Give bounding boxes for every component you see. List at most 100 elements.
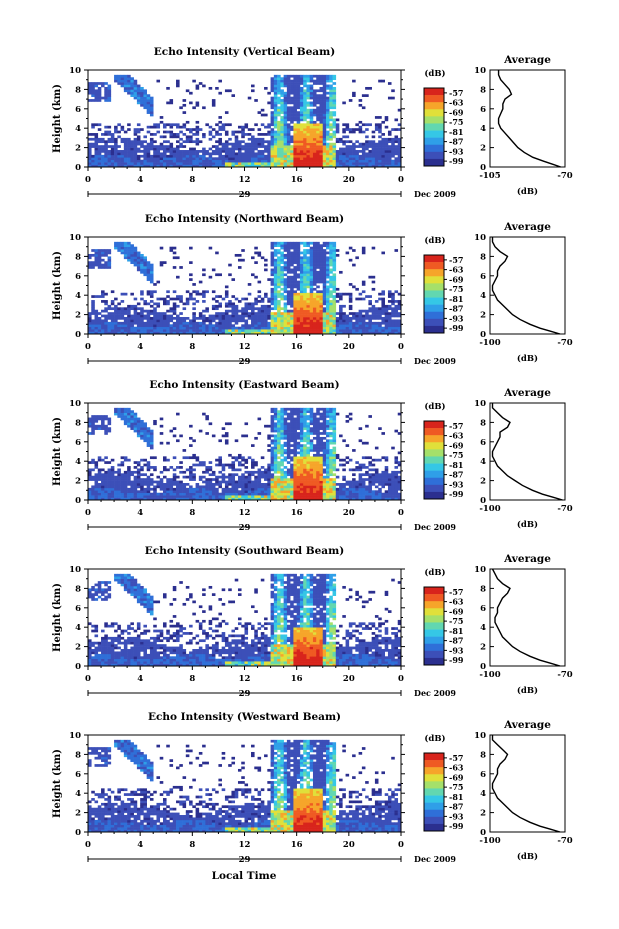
heatmap-cell [244, 125, 249, 129]
heatmap-cell [247, 157, 252, 161]
heatmap-cell [270, 258, 275, 262]
heatmap-cell [127, 86, 131, 90]
heatmap-cell [254, 261, 258, 264]
heatmap-cell [270, 164, 275, 168]
heatmap-cell [273, 280, 278, 284]
heatmap-cell [335, 152, 340, 156]
heatmap-cell [316, 314, 320, 318]
heatmap-cell [162, 329, 167, 332]
heatmap-cell [299, 101, 304, 105]
heatmap-cell [257, 162, 262, 165]
heatmap-cell [316, 142, 320, 146]
heatmap-cell [172, 329, 177, 332]
heatmap-cell [290, 268, 294, 272]
heatmap-cell [257, 137, 262, 141]
heatmap-cell [280, 432, 284, 435]
heatmap-cell [316, 300, 320, 303]
heatmap-cell [120, 77, 125, 80]
heatmap-cell [133, 91, 138, 95]
heatmap-cell [91, 154, 95, 158]
heatmap-cell [303, 283, 307, 286]
heatmap-cell [329, 270, 333, 274]
heatmap-cell [211, 297, 216, 301]
heatmap-cell [319, 280, 324, 284]
heatmap-cell [299, 268, 304, 272]
heatmap-cell [123, 140, 128, 144]
heatmap-cell [283, 128, 288, 131]
heatmap-cell [277, 108, 281, 112]
heatmap-cell [143, 329, 147, 332]
heatmap-cell [120, 463, 125, 467]
heatmap-cell [290, 91, 294, 95]
heatmap-cell [283, 249, 288, 252]
heatmap-cell [237, 329, 242, 332]
heatmap-cell [94, 263, 99, 267]
heatmap-cell [277, 111, 281, 114]
heatmap-cell [260, 297, 265, 301]
heatmap-cell [319, 150, 324, 153]
heatmap-cell [176, 154, 180, 158]
heatmap-cell [153, 497, 157, 501]
heatmap-cell [251, 273, 255, 277]
heatmap-cell [159, 162, 164, 165]
heatmap-cell [218, 461, 222, 464]
heatmap-cell [104, 329, 108, 332]
heatmap-cell [296, 154, 301, 158]
heatmap-cell [140, 324, 144, 328]
heatmap-cell [381, 147, 385, 151]
heatmap-cell [309, 290, 314, 294]
heatmap-cell [273, 475, 278, 479]
heatmap-cell [277, 101, 281, 105]
heatmap-cell [273, 429, 278, 433]
heatmap-cell [309, 331, 314, 335]
heatmap-cell [326, 297, 330, 301]
heatmap-cell [361, 159, 366, 163]
heatmap-cell [237, 317, 242, 320]
heatmap-cell [247, 326, 252, 330]
heatmap-cell [257, 309, 262, 313]
heatmap-cell [140, 154, 144, 158]
heatmap-cell [270, 113, 275, 117]
heatmap-cell [211, 319, 216, 323]
heatmap-cell [293, 147, 297, 151]
heatmap-cell [312, 263, 317, 267]
heatmap-cell [368, 326, 372, 330]
heatmap-cell [146, 263, 151, 267]
heatmap-cell [231, 278, 236, 281]
heatmap-cell [107, 326, 112, 330]
heatmap-cell [237, 331, 242, 335]
heatmap-cell [88, 145, 92, 148]
heatmap-cell [322, 297, 327, 301]
heatmap-cell [218, 142, 222, 146]
heatmap-cell [205, 466, 209, 469]
heatmap-cell [329, 125, 333, 129]
heatmap-cell [166, 319, 170, 323]
heatmap-cell [273, 285, 278, 289]
heatmap-cell [127, 91, 131, 95]
heatmap-cell [179, 434, 183, 438]
heatmap-cell [110, 473, 115, 477]
heatmap-cell [270, 427, 275, 430]
heatmap-cell [374, 309, 379, 313]
heatmap-cell [176, 319, 180, 323]
heatmap-cell [322, 137, 327, 141]
heatmap-cell [101, 458, 105, 462]
heatmap-cell [130, 244, 134, 247]
heatmap-cell [257, 159, 262, 163]
heatmap-cell [88, 473, 92, 477]
heatmap-cell [329, 162, 333, 165]
heatmap-cell [127, 123, 131, 127]
heatmap-cell [293, 297, 297, 301]
heatmap-cell [130, 157, 134, 161]
heatmap-cell [299, 128, 304, 131]
heatmap-cell [107, 99, 112, 102]
heatmap-cell [218, 147, 222, 151]
heatmap-cell [133, 427, 138, 430]
heatmap-cell [107, 91, 112, 95]
heatmap-cell [303, 125, 307, 129]
heatmap-cell [88, 150, 92, 153]
heatmap-cell [394, 312, 399, 315]
heatmap-cell [277, 487, 281, 491]
heatmap-cell [140, 419, 144, 423]
heatmap-cell [189, 466, 193, 469]
